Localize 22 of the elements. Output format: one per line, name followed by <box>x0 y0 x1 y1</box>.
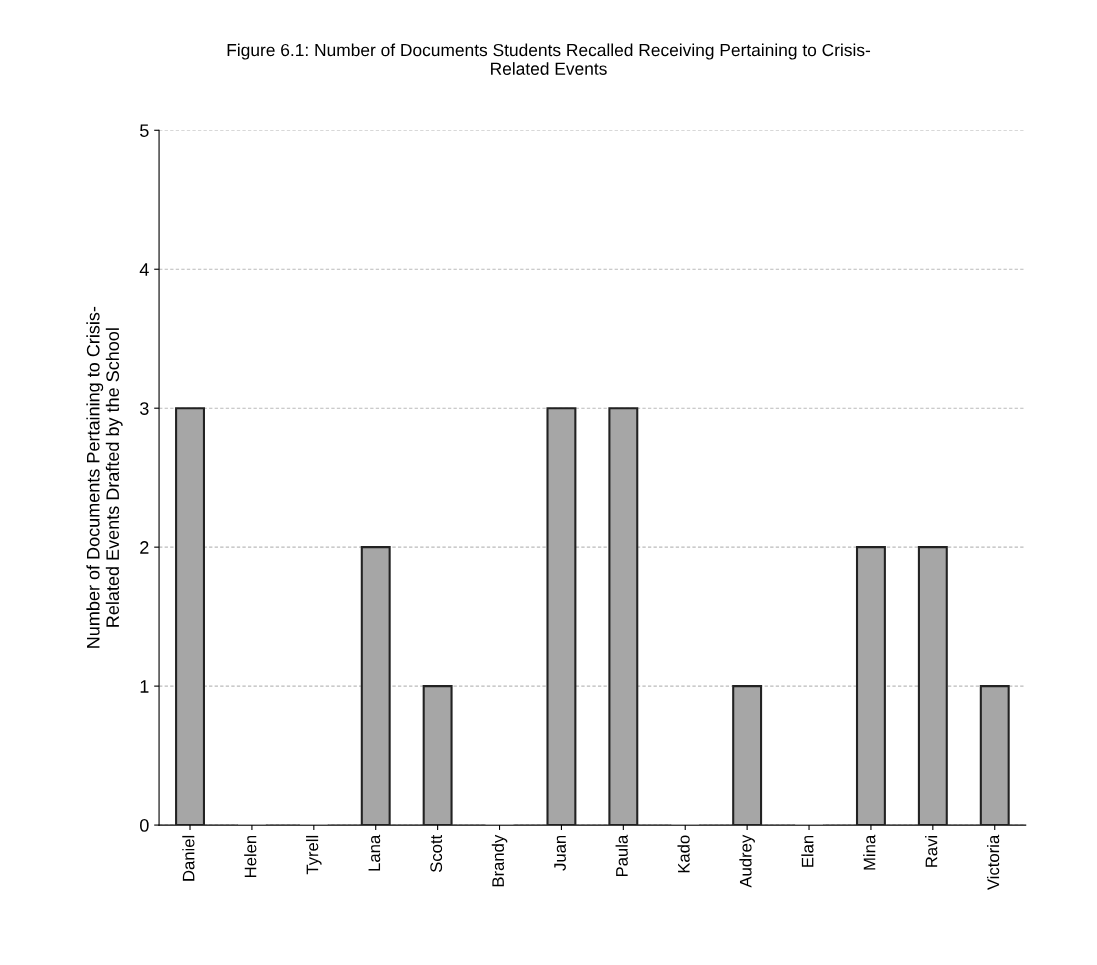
x-tick-label: Paula <box>615 834 628 877</box>
x-tick-label: Lana <box>368 834 381 871</box>
y-tick-label: 3 <box>139 402 149 415</box>
x-tick-label: Scott <box>430 834 443 873</box>
x-tick-label: Mina <box>863 834 876 870</box>
y-axis-title: Number of Documents Pertaining to Crisis- Related Events Drafted by the School <box>86 306 123 648</box>
x-tick-label: Tyrell <box>306 835 322 875</box>
x-tick-label: Daniel <box>182 835 195 881</box>
x-tick-label: Ravi <box>925 835 938 867</box>
x-tick-label: Juan <box>554 835 566 871</box>
y-tick-label: 4 <box>139 263 149 276</box>
chart-title: Figure 6.1: Number of Documents Students Recalled Receiving Pertaining to Crisis- Related Events <box>227 43 871 75</box>
y-tick-label: 5 <box>140 124 149 137</box>
x-tick-label: Helen <box>244 835 257 877</box>
x-tick-label: Audrey <box>739 834 755 888</box>
x-tick-label: Victoria <box>986 834 1000 891</box>
y-tick-label: 2 <box>140 541 149 554</box>
x-tick-label: Elan <box>801 835 814 867</box>
x-tick-label: Brandy <box>491 834 508 887</box>
y-tick-label: 0 <box>140 819 149 832</box>
x-tick-label: Kado <box>677 835 690 873</box>
y-tick-label: 1 <box>140 680 149 693</box>
